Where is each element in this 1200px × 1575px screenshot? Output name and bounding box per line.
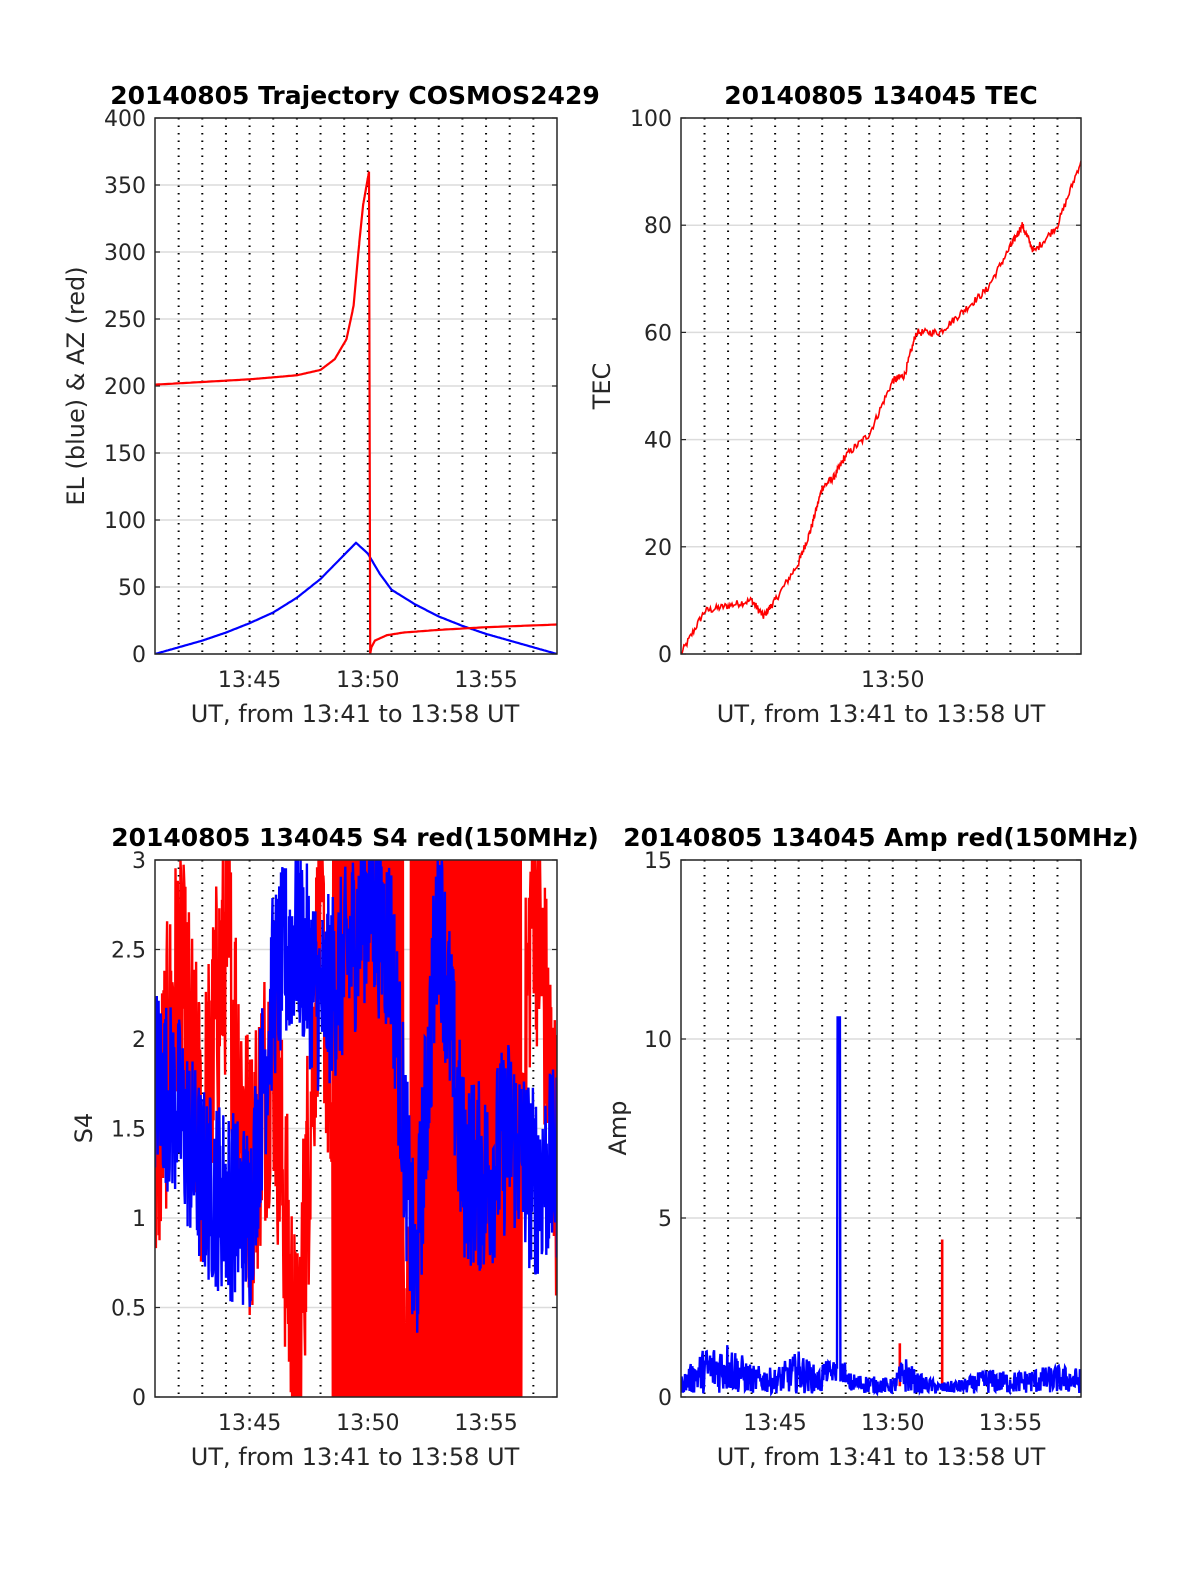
y-tick-label: 350: [104, 174, 146, 199]
series-line: [155, 860, 557, 1397]
y-tick-label: 15: [644, 849, 672, 874]
s4-title: 20140805 134045 S4 red(150MHz): [111, 823, 599, 852]
x-tick-label: 13:55: [454, 668, 517, 693]
trajectory-xlabel: UT, from 13:41 to 13:58 UT: [191, 700, 520, 728]
y-tick-label: 0.5: [111, 1297, 146, 1322]
y-tick-label: 0: [658, 1386, 672, 1411]
amp-panel: 20140805 134045 Amp red(150MHz) UT, from…: [604, 823, 1139, 1471]
series-line: [155, 860, 557, 1333]
y-tick-label: 300: [104, 241, 146, 266]
series-group: [681, 1016, 1081, 1397]
s4-ylabel: S4: [70, 1113, 98, 1144]
y-tick-label: 3: [132, 849, 146, 874]
y-tick-label: 80: [644, 214, 672, 239]
y-tick-label: 40: [644, 429, 672, 454]
y-tick-label: 2: [132, 1028, 146, 1053]
x-tick-label: 13:50: [336, 668, 399, 693]
y-tick-label: 150: [104, 442, 146, 467]
x-tick-label: 13:55: [454, 1411, 517, 1436]
axes-frame: [680, 859, 1082, 1398]
y-tick-label: 0: [132, 643, 146, 668]
series-line: [155, 171, 557, 654]
y-tick-label: 20: [644, 536, 672, 561]
tec-xlabel: UT, from 13:41 to 13:58 UT: [717, 700, 1046, 728]
x-tick-label: 13:50: [861, 1411, 924, 1436]
trajectory-title: 20140805 Trajectory COSMOS2429: [110, 81, 600, 110]
y-tick-label: 100: [630, 107, 672, 132]
amp-xlabel: UT, from 13:41 to 13:58 UT: [717, 1443, 1046, 1471]
axes-frame: [154, 859, 558, 1398]
y-tick-label: 10: [644, 1028, 672, 1053]
trajectory-ylabel: EL (blue) & AZ (red): [62, 266, 90, 505]
y-tick-label: 60: [644, 321, 672, 346]
x-tick-label: 13:50: [336, 1411, 399, 1436]
series-group: [681, 160, 1081, 654]
x-tick-label: 13:50: [861, 668, 924, 693]
s4-panel: 20140805 134045 S4 red(150MHz) UT, from …: [70, 823, 599, 1471]
axes-frame: [680, 117, 1082, 655]
y-tick-label: 2.5: [111, 939, 146, 964]
x-tick-label: 13:45: [218, 1411, 281, 1436]
y-tick-label: 1: [132, 1207, 146, 1232]
y-tick-label: 5: [658, 1207, 672, 1232]
series-group: [155, 860, 557, 1397]
x-tick-label: 13:45: [743, 1411, 806, 1436]
tec-ylabel: TEC: [588, 363, 616, 411]
amp-ylabel: Amp: [604, 1100, 632, 1155]
series-group: [155, 171, 557, 654]
x-tick-label: 13:55: [979, 1411, 1042, 1436]
series-line: [155, 541, 557, 654]
y-tick-label: 200: [104, 375, 146, 400]
y-tick-label: 0: [132, 1386, 146, 1411]
y-tick-label: 1.5: [111, 1118, 146, 1143]
axes-frame: [154, 117, 558, 655]
tec-title: 20140805 134045 TEC: [724, 81, 1037, 110]
series-line: [681, 1016, 1081, 1397]
y-tick-label: 400: [104, 107, 146, 132]
trajectory-panel: 20140805 Trajectory COSMOS2429 UT, from …: [62, 81, 600, 728]
x-tick-label: 13:45: [218, 668, 281, 693]
series-line: [681, 160, 1081, 654]
amp-title: 20140805 134045 Amp red(150MHz): [623, 823, 1139, 852]
tec-panel: 20140805 134045 TEC UT, from 13:41 to 13…: [588, 81, 1082, 728]
y-tick-label: 50: [118, 576, 146, 601]
y-tick-label: 250: [104, 308, 146, 333]
y-tick-label: 100: [104, 509, 146, 534]
y-tick-label: 0: [658, 643, 672, 668]
s4-xlabel: UT, from 13:41 to 13:58 UT: [191, 1443, 520, 1471]
